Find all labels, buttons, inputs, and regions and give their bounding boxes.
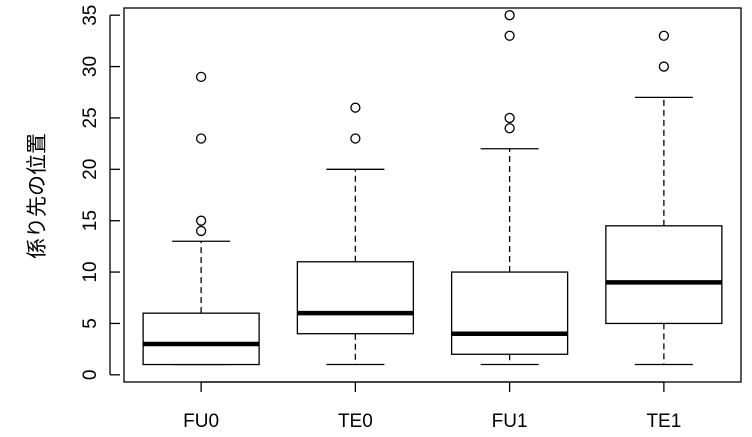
y-tick-label: 35 [80, 5, 101, 26]
x-tick-label: TE1 [646, 411, 681, 432]
iqr-box [450, 271, 569, 355]
y-axis-label: 係り先の位置 [25, 133, 49, 259]
outlier-point [195, 215, 207, 226]
outlier-point [350, 102, 361, 113]
boxes-group [142, 10, 723, 366]
outlier-point [195, 133, 207, 144]
outlier-point [658, 30, 670, 41]
box-te1 [605, 30, 723, 366]
iqr-box [142, 312, 260, 366]
x-tick-label: TE0 [338, 411, 373, 432]
box-fu0 [142, 71, 260, 366]
outlier-point [658, 61, 670, 72]
y-tick-label: 20 [80, 159, 101, 180]
outlier-point [504, 123, 515, 134]
outlier-point [195, 225, 207, 237]
outlier-point [350, 133, 361, 144]
outlier-point [195, 71, 207, 82]
x-tick-label: FU1 [492, 411, 528, 432]
y-tick-label: 30 [80, 56, 101, 77]
iqr-box [605, 225, 723, 325]
y-tick-label: 25 [80, 107, 101, 128]
x-axis: FU0 TE0 FU1 TE1 [183, 381, 681, 432]
box-te0 [296, 102, 415, 366]
y-tick-label: 10 [80, 261, 101, 282]
y-tick-label: 0 [80, 370, 101, 381]
box-fu1 [450, 10, 569, 366]
iqr-box [296, 261, 415, 335]
y-tick-label: 15 [80, 210, 101, 231]
outlier-point [504, 30, 515, 41]
x-tick-label: FU0 [183, 411, 219, 432]
y-tick-label: 5 [80, 318, 101, 329]
outlier-point [504, 10, 515, 21]
outlier-point [504, 112, 515, 124]
y-axis: 0 5 10 15 20 25 30 35 [80, 5, 120, 380]
